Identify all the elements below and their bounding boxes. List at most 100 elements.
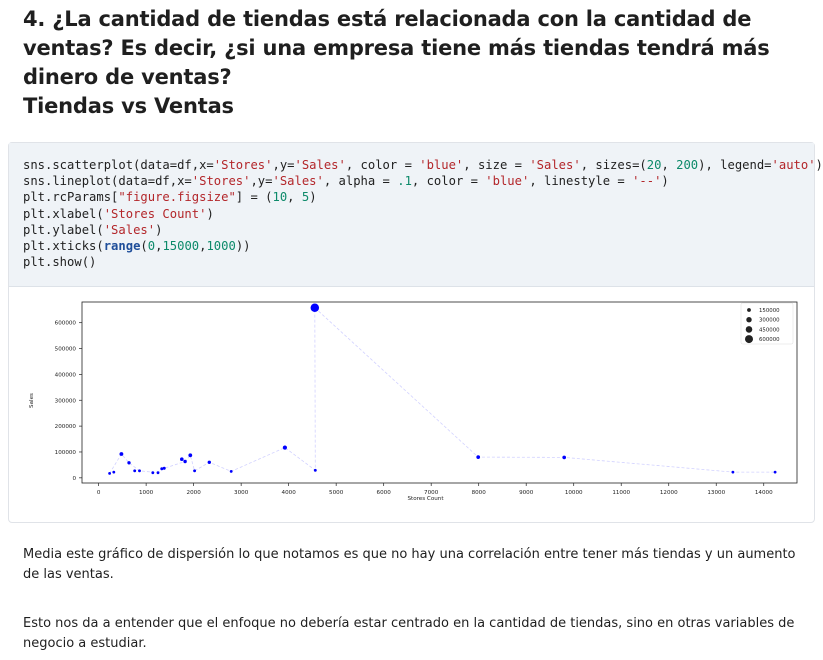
- code-token: ): [155, 222, 163, 237]
- data-point: [773, 470, 777, 474]
- question-heading: 4. ¿La cantidad de tiendas está relacion…: [23, 7, 770, 89]
- data-point: [108, 472, 111, 475]
- cell-output: 0 1000 2000 3000 4000 5000 6000 7000 8000 9000 100…: [9, 288, 814, 522]
- code-token: "figure.figsize": [118, 190, 236, 205]
- code-token: 'Stores': [213, 158, 273, 172]
- y-axis-label: Sales: [29, 393, 35, 408]
- code-token: , sizes=(: [580, 158, 647, 172]
- code-token: 'Stores Count': [103, 206, 207, 221]
- code-token: 15000: [162, 239, 200, 254]
- code-token: 'auto': [771, 158, 816, 172]
- code-token: 1000: [206, 239, 236, 254]
- y-tick-label: 400000: [55, 372, 77, 378]
- data-point: [476, 455, 481, 459]
- data-point: [133, 469, 137, 473]
- data-point: [119, 452, 124, 456]
- code-token: ] = (: [235, 190, 273, 205]
- code-token: 0: [147, 239, 156, 254]
- legend-marker: [745, 335, 753, 344]
- legend-marker: [746, 317, 752, 323]
- data-point: [156, 471, 160, 475]
- legend-label: 150000: [759, 308, 780, 314]
- code-token: , alpha =: [323, 174, 398, 189]
- x-axis-label: Stores Count: [407, 496, 444, 502]
- code-token: , color =: [411, 174, 486, 189]
- code-line[interactable]: plt.xticks(range(0,15000,1000)): [23, 239, 251, 253]
- x-tick-label: 4000: [282, 490, 297, 496]
- code-token: ,: [661, 158, 677, 172]
- code-token: 'blue': [419, 158, 464, 172]
- x-tick-label: 5000: [329, 490, 344, 496]
- code-token: ): [206, 206, 214, 221]
- scatter-plot: 0 1000 2000 3000 4000 5000 6000 7000 8000 9000 100…: [29, 301, 798, 502]
- x-tick-label: 13000: [707, 490, 725, 496]
- legend-label: 600000: [759, 337, 780, 343]
- code-token: plt.xlabel(: [23, 206, 104, 221]
- code-line[interactable]: sns.scatterplot(data=df,x='Stores',y='Sa…: [23, 158, 823, 172]
- code-token: .1: [397, 174, 412, 189]
- y-tick-label: 100000: [55, 450, 77, 456]
- code-line[interactable]: sns.lineplot(data=df,x='Stores',y='Sales…: [23, 174, 669, 188]
- code-token: plt.show(): [23, 255, 97, 270]
- x-tick-label: 6000: [377, 490, 392, 496]
- code-token: 5: [301, 190, 310, 205]
- code-token: 200: [676, 158, 699, 172]
- data-point: [151, 471, 155, 475]
- x-tick-label: 14000: [755, 490, 773, 496]
- code-token: ): [309, 190, 317, 205]
- data-point: [193, 469, 197, 473]
- code-token: ), legend=: [698, 158, 772, 172]
- data-point: [313, 468, 317, 472]
- code-token: ,y=: [272, 158, 295, 172]
- notebook-cell[interactable]: sns.scatterplot(data=df,x='Stores',y='Sa…: [8, 142, 823, 523]
- data-point: [310, 303, 320, 312]
- data-point: [562, 455, 567, 460]
- legend-marker: [745, 326, 753, 333]
- code-token: 20: [646, 158, 662, 172]
- code-token: , size =: [463, 158, 530, 172]
- legend-label: 450000: [759, 327, 780, 333]
- data-point: [229, 469, 233, 473]
- code-token: plt.rcParams[: [23, 190, 119, 205]
- code-line[interactable]: plt.show(): [23, 255, 96, 269]
- data-point: [282, 445, 287, 450]
- data-point: [138, 469, 141, 473]
- legend-label: 300000: [759, 318, 780, 324]
- paragraph-conclusion: Media este gráfico de dispersión lo que …: [23, 547, 796, 582]
- legend-box: [740, 302, 794, 345]
- x-tick-label: 9000: [519, 490, 534, 496]
- code-text[interactable]: sns.scatterplot(data=df,x='Stores',y='Sa…: [23, 157, 823, 270]
- data-point: [112, 470, 116, 474]
- plot-frame: [81, 301, 798, 484]
- code-token: range: [103, 239, 141, 254]
- x-tick-label: 10000: [565, 490, 583, 496]
- code-token: (: [140, 239, 148, 254]
- data-point: [127, 461, 131, 465]
- data-point: [160, 467, 164, 471]
- code-token: 'Sales': [103, 222, 156, 237]
- x-tick-label: 8000: [472, 490, 487, 496]
- code-token: ,: [287, 190, 302, 205]
- code-line[interactable]: plt.xlabel('Stores Count'): [23, 207, 214, 221]
- code-token: plt.ylabel(: [23, 222, 104, 237]
- code-line[interactable]: plt.rcParams["figure.figsize"] = (10, 5): [23, 190, 317, 204]
- section-heading: Tiendas vs Ventas: [23, 94, 234, 118]
- data-point: [183, 459, 187, 464]
- code-token: ,y=: [250, 174, 273, 189]
- code-token: 'blue': [485, 174, 530, 189]
- code-token: 'Sales': [294, 158, 346, 172]
- paragraph-implication: Esto nos da a entender que el enfoque no…: [23, 616, 795, 651]
- code-line[interactable]: plt.ylabel('Sales'): [23, 223, 162, 237]
- code-token: 10: [272, 190, 288, 205]
- x-tick-label: 1000: [139, 490, 154, 496]
- code-token: ,: [199, 239, 207, 254]
- x-tick-label: 7000: [424, 490, 439, 496]
- x-tick-label: 3000: [234, 490, 249, 496]
- x-tick-label: 2000: [187, 490, 202, 496]
- legend-marker: [747, 308, 751, 312]
- code-token: , linestyle =: [529, 174, 633, 189]
- code-token: ,: [155, 239, 163, 254]
- code-editor[interactable]: sns.scatterplot(data=df,x='Stores',y='Sa…: [9, 143, 823, 287]
- code-token: 'Sales': [529, 158, 581, 172]
- code-token: '--': [632, 174, 662, 189]
